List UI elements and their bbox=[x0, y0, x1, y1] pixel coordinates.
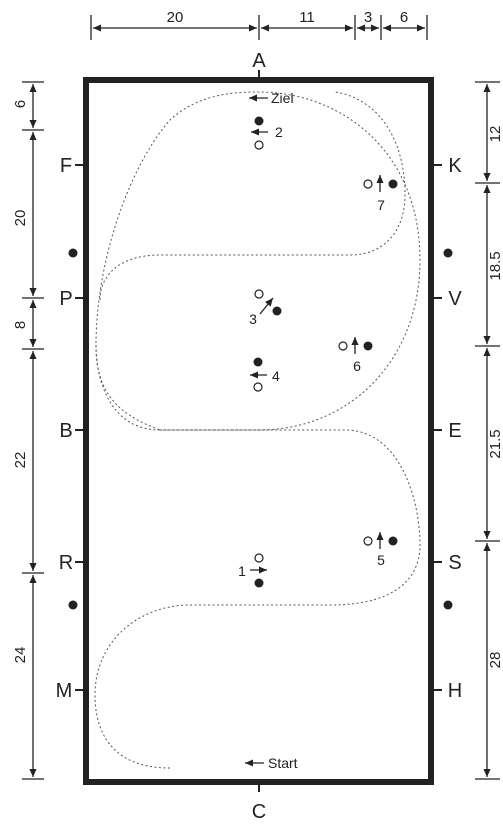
marker-4-number: 4 bbox=[272, 368, 280, 384]
outer-dot-right-bottom bbox=[443, 600, 453, 610]
marker-2: 2 bbox=[251, 116, 283, 150]
letter-p: P bbox=[59, 288, 72, 310]
dim-right-3: 21.5 bbox=[487, 429, 503, 458]
dim-left-4: 22 bbox=[12, 452, 29, 469]
letter-a: A bbox=[252, 50, 266, 72]
letter-s: S bbox=[448, 552, 461, 574]
riding-path bbox=[94, 91, 421, 769]
marker-3-number: 3 bbox=[249, 311, 257, 327]
marker-4: 4 bbox=[250, 357, 280, 392]
right-dimensions bbox=[475, 81, 500, 780]
marker-5: 5 bbox=[363, 532, 398, 568]
outer-dot-right-top bbox=[443, 248, 453, 258]
marker-6-number: 6 bbox=[353, 358, 361, 374]
top-dimensions bbox=[90, 15, 428, 40]
letter-f: F bbox=[60, 155, 72, 177]
left-dimensions bbox=[22, 81, 44, 780]
letter-v: V bbox=[448, 288, 462, 310]
marker-6: 6 bbox=[338, 337, 373, 374]
outer-dot-left-bottom bbox=[68, 600, 78, 610]
letter-h: H bbox=[448, 680, 462, 702]
start-label: Start bbox=[268, 755, 298, 771]
dim-left-5: 24 bbox=[12, 647, 29, 664]
arena-border bbox=[83, 77, 434, 785]
marker-2-number: 2 bbox=[275, 124, 283, 140]
outer-dot-left-top bbox=[68, 248, 78, 258]
letter-b: B bbox=[59, 420, 72, 442]
marker-5-number: 5 bbox=[377, 552, 385, 568]
marker-1: 1 bbox=[238, 553, 267, 588]
letter-r: R bbox=[59, 552, 73, 574]
dim-left-3: 8 bbox=[12, 321, 29, 329]
dim-top-4: 6 bbox=[400, 9, 408, 26]
dim-right-4: 28 bbox=[487, 652, 503, 669]
marker-7-number: 7 bbox=[377, 197, 385, 213]
marker-1-number: 1 bbox=[238, 563, 246, 579]
dim-right-2: 18.5 bbox=[487, 251, 503, 280]
letter-ticks bbox=[75, 70, 442, 792]
marker-7: 7 bbox=[363, 175, 398, 213]
dim-top-2: 11 bbox=[299, 9, 315, 26]
letter-k: K bbox=[448, 155, 462, 177]
letter-m: M bbox=[56, 680, 73, 702]
letter-e: E bbox=[448, 420, 461, 442]
dim-left-2: 20 bbox=[12, 210, 29, 227]
finish-label: Ziel bbox=[271, 90, 294, 106]
letter-c: C bbox=[252, 801, 266, 823]
dim-right-1: 12 bbox=[487, 126, 503, 143]
dim-top-1: 20 bbox=[167, 9, 184, 26]
dim-left-1: 6 bbox=[12, 100, 29, 108]
dim-top-3: 3 bbox=[364, 9, 372, 26]
marker-3: 3 bbox=[249, 289, 282, 327]
